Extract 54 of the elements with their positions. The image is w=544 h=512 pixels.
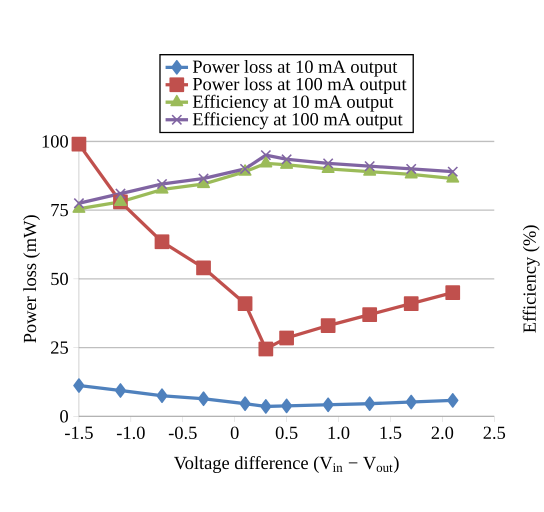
point [196,260,211,276]
point [114,194,127,206]
x-tick-label: 0 [230,426,239,440]
x-tick-label: 2.5 [484,426,506,440]
legend-label: Efficiency at 100 mA output [192,112,403,130]
point [154,234,170,250]
y-tick-label: 50 [51,272,68,286]
point [279,330,294,346]
point [445,285,460,300]
y-tick-label: 100 [42,135,68,148]
point [281,154,292,165]
point [259,156,272,168]
x-tick-label: -0.5 [168,426,197,440]
point [258,342,274,356]
point [73,378,85,393]
point [364,160,376,172]
point [322,397,334,412]
point [238,296,252,311]
point [156,388,168,404]
x-tick-label: 1.0 [328,426,350,440]
legend-label: Power loss at 10 mA output [192,60,398,77]
point [364,396,376,412]
y-tick-label: 75 [51,204,68,216]
legend-label: Power loss at 100 mA output [192,77,407,94]
point [114,383,126,398]
point [362,307,378,322]
x-tick-label: -1.5 [65,426,93,440]
x-tick-label: 2.0 [432,426,454,440]
point [406,163,417,174]
point [156,178,168,190]
x-axis-title: Voltage difference (V$_{in}$ − V$_{out}$) [174,456,399,473]
point [198,173,209,184]
point [404,296,419,311]
point [320,318,336,333]
y-tick-label: 0 [60,410,68,423]
point [198,391,210,406]
y2-axis-title: Efficiency (%) [522,225,540,333]
point [260,399,272,414]
point [73,198,84,209]
point [447,393,458,408]
point [72,136,86,152]
point [280,398,292,414]
y-tick-label: 25 [51,341,68,354]
point [447,166,458,178]
point [405,394,417,410]
legend-label: Efficiency at 10 mA output [192,94,394,112]
x-tick-label: -1.0 [116,426,145,440]
x-tick-label: 1.5 [380,426,402,440]
y-axis-title: Power loss (mW) [23,215,40,343]
x-tick-label: 0.5 [276,426,298,440]
point [115,188,126,200]
point [322,158,334,169]
point [260,150,272,161]
point [239,396,251,412]
